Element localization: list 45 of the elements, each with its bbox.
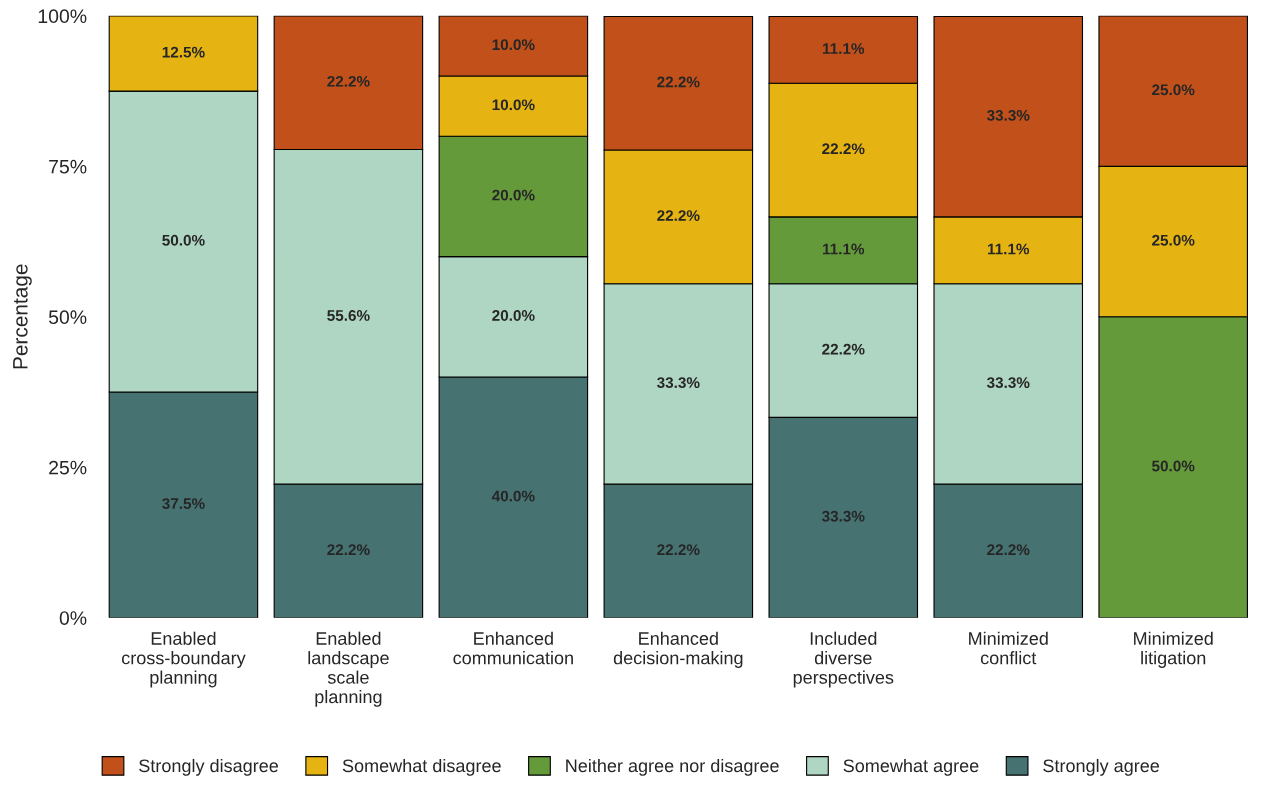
- data-label: 25.0%: [1152, 234, 1195, 246]
- data-label: 10.0%: [492, 99, 535, 111]
- x-tick-label: Enhanced communication: [453, 631, 573, 665]
- x-tick-label: Minimized conflict: [969, 631, 1048, 665]
- y-tick-label: 50%: [48, 310, 87, 325]
- data-label: 22.2%: [327, 75, 370, 87]
- y-tick-label: 0%: [59, 611, 87, 625]
- data-label: 11.1%: [823, 43, 865, 54]
- data-label: 40.0%: [491, 490, 535, 502]
- data-label: 11.1%: [987, 243, 1030, 255]
- x-tick-label: Enhanced decision-making: [613, 631, 743, 668]
- data-label: 22.2%: [657, 76, 700, 88]
- x-tick-label: Included diverse perspectives: [793, 631, 894, 688]
- x-tick-label: Enabled landscape scale planning: [308, 631, 389, 707]
- x-tick-label: Minimized litigation: [1134, 631, 1213, 668]
- data-label: 33.3%: [821, 510, 865, 522]
- data-label: 22.2%: [822, 343, 865, 355]
- legend-label: Strongly disagree: [139, 758, 278, 776]
- data-label: 33.3%: [986, 377, 1030, 389]
- data-label: 33.3%: [986, 109, 1030, 121]
- data-label: 50.0%: [162, 234, 205, 246]
- data-label: 22.2%: [987, 544, 1030, 556]
- data-label: 33.3%: [657, 377, 700, 389]
- data-label: 50.0%: [1152, 460, 1195, 472]
- legend-label: Somewhat disagree: [342, 758, 501, 776]
- data-label: 22.2%: [657, 544, 700, 556]
- legend-label: Strongly agree: [1043, 758, 1160, 776]
- x-tick-label: Enabled cross-boundary planning: [121, 631, 246, 688]
- data-label: 20.0%: [492, 310, 535, 321]
- legend-label: Neither agree nor disagree: [566, 758, 779, 776]
- legend-label: Somewhat agree: [843, 758, 979, 776]
- data-label: 12.5%: [162, 46, 205, 58]
- y-tick-label: 100%: [38, 9, 87, 24]
- data-label: 10.0%: [492, 39, 535, 51]
- data-label: 37.5%: [162, 498, 205, 510]
- y-axis-title: Percentage: [13, 264, 32, 369]
- data-label: 11.1%: [823, 243, 865, 255]
- data-label: 55.6%: [327, 310, 370, 321]
- data-label: 25.0%: [1152, 84, 1195, 96]
- data-label: 22.2%: [657, 210, 700, 221]
- y-tick-label: 25%: [49, 460, 87, 475]
- data-label: 22.2%: [822, 143, 865, 155]
- data-label: 20.0%: [492, 189, 535, 201]
- y-tick-label: 75%: [49, 159, 87, 174]
- data-label: 22.2%: [327, 544, 370, 556]
